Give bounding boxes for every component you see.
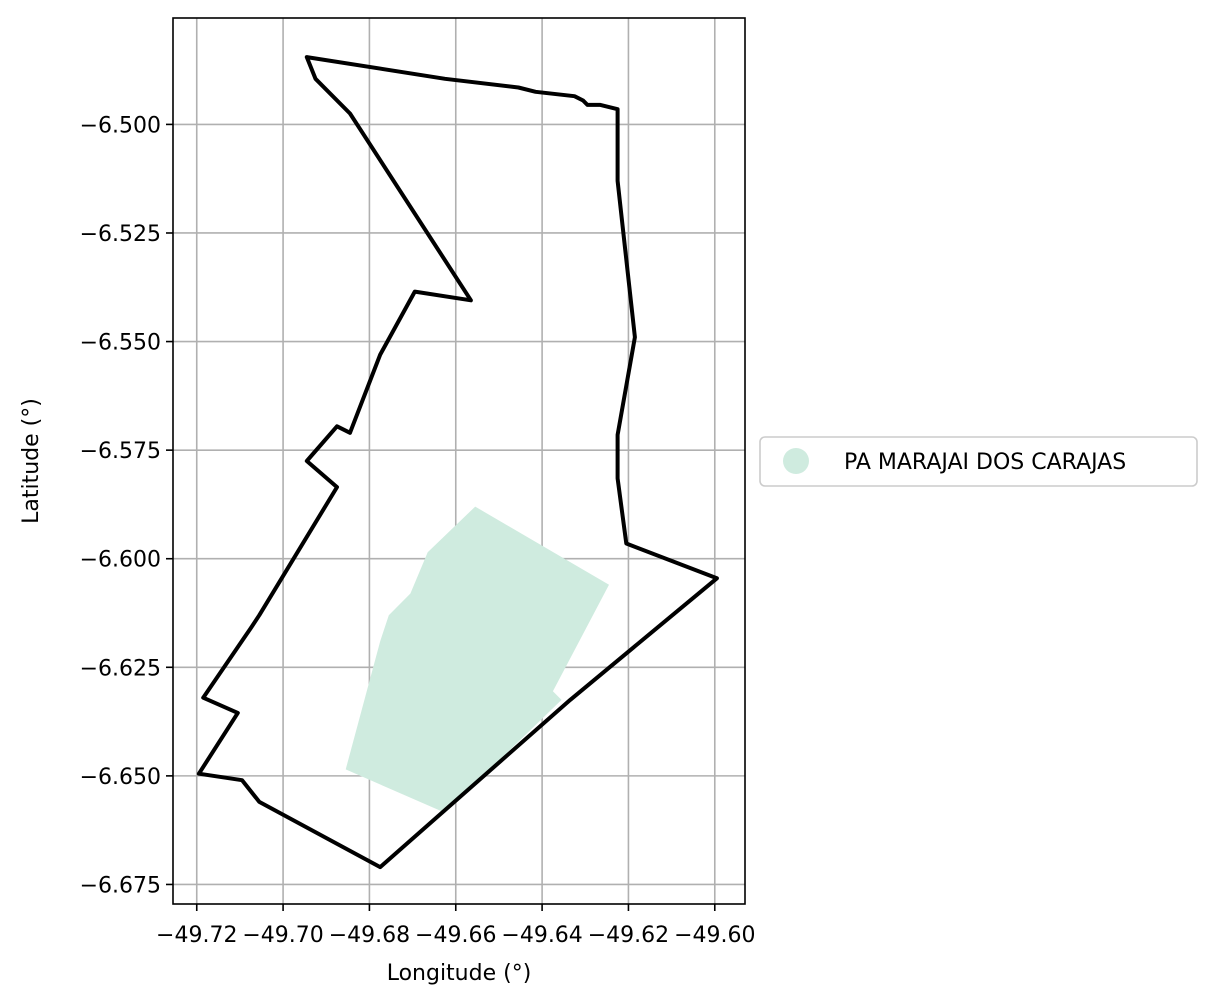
fill-layer [345,506,609,813]
y-tick-label: −6.625 [80,656,161,681]
x-tick-label: −49.72 [156,923,237,948]
y-tick-label: −6.550 [80,331,161,356]
x-tick-label: −49.70 [242,923,323,948]
y-axis-label: Latitude (°) [19,398,44,524]
legend-marker [783,448,809,474]
fill-polygon [345,506,609,813]
y-tick-label: −6.675 [80,873,161,898]
x-axis-ticks: −49.72 −49.70 −49.68 −49.66 −49.64 −49.62 −49.… [156,904,755,948]
y-tick-label: −6.525 [80,222,161,247]
boundary-layer [196,55,719,870]
y-tick-label: −6.500 [80,113,161,138]
x-tick-label: −49.60 [674,923,755,948]
legend: PA MARAJAI DOS CARAJAS [759,436,1198,487]
x-axis-label: Longitude (°) [387,961,532,986]
x-tick-label: −49.64 [501,923,582,948]
y-axis-ticks: −6.500 −6.525 −6.550 −6.575 −6.600 −6.625 −6.6… [80,113,173,898]
plot-frame [172,17,746,905]
y-tick-label: −6.650 [80,765,161,790]
x-tick-label: −49.68 [329,923,410,948]
x-tick-label: −49.66 [415,923,496,948]
legend-frame [759,436,1198,487]
y-tick-label: −6.575 [80,439,161,464]
boundary-outline [196,55,719,870]
y-tick-label: −6.600 [80,548,161,573]
legend-entry-label: PA MARAJAI DOS CARAJAS [844,450,1126,475]
x-tick-label: −49.62 [588,923,669,948]
